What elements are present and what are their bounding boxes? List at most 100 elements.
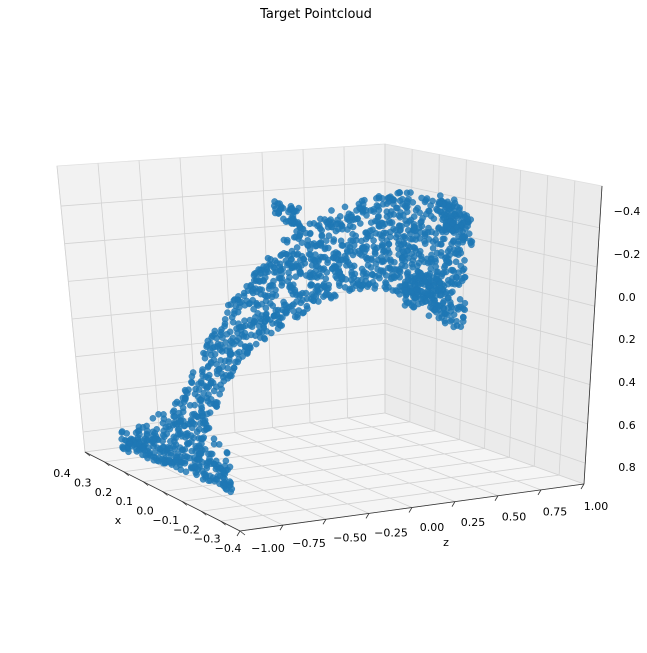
data-point <box>323 269 331 276</box>
y-tick-label: 0.8 <box>618 461 636 474</box>
data-point <box>362 235 370 243</box>
data-point <box>136 431 143 438</box>
x-gridline-left <box>138 160 161 443</box>
data-point <box>210 387 218 395</box>
data-point <box>433 268 440 276</box>
data-point <box>456 210 464 218</box>
data-point <box>311 273 319 280</box>
data-point <box>344 258 352 266</box>
y-axis-line <box>583 185 603 485</box>
data-point <box>325 285 332 292</box>
data-point <box>407 189 414 196</box>
data-point <box>149 414 157 422</box>
data-point <box>219 344 226 351</box>
data-point <box>336 213 344 220</box>
data-point <box>214 399 221 407</box>
data-point <box>440 214 448 222</box>
data-point <box>421 277 429 285</box>
data-point <box>375 194 383 202</box>
data-point <box>179 404 187 412</box>
data-point <box>224 301 232 309</box>
data-point <box>125 448 132 456</box>
data-point <box>349 230 356 238</box>
z-tick-label: −1.00 <box>251 542 285 555</box>
data-point <box>260 277 267 285</box>
data-point <box>374 213 382 221</box>
data-point <box>191 420 198 428</box>
y-gridline-right <box>384 358 588 425</box>
data-point <box>217 331 224 339</box>
data-point <box>369 278 377 286</box>
data-point <box>380 247 388 254</box>
data-point <box>256 270 264 278</box>
data-point <box>464 215 472 222</box>
data-point <box>194 466 202 473</box>
data-point <box>159 443 167 451</box>
data-point <box>425 312 433 320</box>
data-point <box>119 443 126 451</box>
data-point <box>423 195 431 202</box>
data-point <box>307 255 315 263</box>
data-point <box>179 446 187 454</box>
data-point <box>371 285 379 292</box>
y-gridline-right <box>384 322 591 386</box>
y-tick-label: 0.6 <box>618 419 636 432</box>
data-point <box>211 460 218 468</box>
data-point <box>170 413 177 420</box>
data-point <box>399 256 406 264</box>
data-point <box>176 418 184 426</box>
data-point <box>378 235 386 242</box>
data-point <box>210 435 218 443</box>
data-point <box>418 288 426 295</box>
data-point <box>261 317 269 325</box>
data-point <box>325 232 333 239</box>
x-tick-label: −0.2 <box>173 523 200 536</box>
data-point <box>306 230 314 238</box>
data-point <box>367 207 375 214</box>
data-point <box>456 296 464 303</box>
data-point <box>389 196 396 204</box>
data-point <box>260 324 268 332</box>
data-point <box>143 422 150 430</box>
data-point <box>256 286 264 293</box>
z-axis-label: z <box>443 536 449 549</box>
z-tick-label: 1.00 <box>584 500 609 513</box>
data-point <box>324 223 332 231</box>
data-point <box>223 449 231 456</box>
data-point <box>443 222 450 230</box>
data-point <box>429 244 437 252</box>
data-point <box>321 216 329 223</box>
data-point <box>387 208 395 215</box>
data-point <box>250 305 257 313</box>
data-point <box>205 458 212 466</box>
data-point <box>431 300 438 307</box>
data-point <box>410 303 418 311</box>
z-tick-label: −0.25 <box>374 526 408 539</box>
data-point <box>449 288 456 296</box>
data-point <box>188 447 196 455</box>
data-point <box>332 272 340 280</box>
data-point <box>283 238 291 246</box>
x-tick-mark <box>123 471 129 477</box>
data-point <box>460 314 467 321</box>
data-point <box>241 329 249 337</box>
data-point <box>221 315 229 323</box>
y-tick-label: 0.0 <box>618 291 636 304</box>
data-point <box>235 292 242 300</box>
data-point <box>318 232 326 240</box>
data-point <box>196 456 203 463</box>
data-point <box>458 275 465 282</box>
x-gridline-left <box>56 165 86 453</box>
data-point <box>449 220 457 227</box>
data-point <box>226 328 234 336</box>
data-point <box>278 270 286 277</box>
data-point <box>338 242 346 249</box>
z-tick-mark <box>494 495 499 501</box>
data-point <box>428 228 436 236</box>
data-point <box>427 303 434 311</box>
x-tick-label: 0.1 <box>116 495 134 508</box>
data-point <box>312 293 320 300</box>
data-point <box>285 208 292 216</box>
x-tick-label: −0.1 <box>152 514 179 527</box>
data-point <box>328 207 335 214</box>
